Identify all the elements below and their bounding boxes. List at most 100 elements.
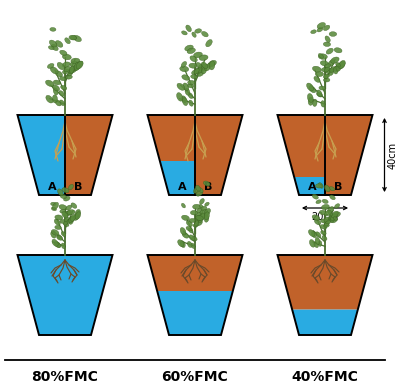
Ellipse shape [316, 184, 322, 188]
Ellipse shape [64, 222, 69, 227]
Ellipse shape [191, 75, 197, 79]
Ellipse shape [321, 231, 326, 235]
Ellipse shape [323, 42, 330, 46]
Ellipse shape [69, 69, 74, 74]
Ellipse shape [193, 223, 199, 227]
Ellipse shape [183, 83, 189, 90]
Ellipse shape [51, 207, 56, 211]
Polygon shape [160, 161, 195, 195]
Ellipse shape [192, 236, 197, 241]
Ellipse shape [329, 186, 335, 191]
Ellipse shape [320, 61, 328, 66]
Ellipse shape [71, 58, 80, 64]
Ellipse shape [336, 62, 340, 67]
Ellipse shape [182, 96, 186, 103]
Ellipse shape [51, 231, 56, 238]
Ellipse shape [189, 218, 196, 223]
Ellipse shape [58, 189, 63, 196]
Ellipse shape [55, 100, 61, 106]
Ellipse shape [70, 215, 76, 221]
Ellipse shape [318, 53, 324, 58]
Ellipse shape [62, 211, 68, 218]
Ellipse shape [188, 228, 193, 233]
Ellipse shape [69, 35, 76, 40]
Ellipse shape [331, 218, 337, 223]
Ellipse shape [194, 52, 202, 58]
Ellipse shape [177, 83, 185, 90]
Polygon shape [148, 115, 195, 161]
Ellipse shape [328, 215, 333, 221]
Ellipse shape [330, 214, 336, 219]
Ellipse shape [66, 205, 72, 210]
Ellipse shape [192, 70, 198, 74]
Ellipse shape [199, 204, 203, 209]
Ellipse shape [334, 64, 340, 72]
Ellipse shape [60, 50, 67, 55]
Ellipse shape [180, 66, 189, 72]
Polygon shape [157, 291, 233, 335]
Ellipse shape [338, 61, 345, 69]
Polygon shape [292, 309, 358, 335]
Ellipse shape [315, 71, 324, 76]
Ellipse shape [57, 236, 63, 240]
Ellipse shape [188, 93, 193, 99]
Ellipse shape [324, 78, 330, 82]
Text: A: A [308, 182, 316, 192]
Ellipse shape [52, 44, 58, 51]
Ellipse shape [322, 204, 329, 210]
Ellipse shape [309, 86, 316, 93]
Ellipse shape [55, 225, 61, 229]
Ellipse shape [68, 184, 74, 190]
Ellipse shape [182, 75, 190, 80]
Ellipse shape [60, 194, 66, 199]
Ellipse shape [308, 230, 315, 236]
Ellipse shape [203, 181, 210, 186]
Ellipse shape [177, 93, 183, 101]
Ellipse shape [198, 217, 204, 223]
Ellipse shape [72, 65, 80, 70]
Ellipse shape [71, 203, 77, 208]
Text: 40%FMC: 40%FMC [292, 370, 358, 384]
Ellipse shape [49, 40, 57, 47]
Ellipse shape [76, 61, 83, 69]
Ellipse shape [196, 62, 202, 68]
Ellipse shape [312, 194, 318, 199]
Ellipse shape [336, 63, 341, 71]
Ellipse shape [323, 25, 330, 30]
Ellipse shape [311, 30, 316, 34]
Ellipse shape [208, 60, 216, 67]
Ellipse shape [56, 41, 63, 47]
Ellipse shape [48, 46, 54, 50]
Ellipse shape [185, 88, 190, 95]
Polygon shape [325, 115, 372, 195]
Text: A: A [48, 182, 56, 192]
Ellipse shape [75, 212, 81, 219]
Ellipse shape [202, 62, 208, 69]
Ellipse shape [180, 227, 186, 235]
Ellipse shape [321, 101, 325, 107]
Ellipse shape [331, 57, 339, 63]
Ellipse shape [188, 84, 194, 88]
Ellipse shape [320, 219, 327, 223]
Ellipse shape [322, 236, 327, 240]
Ellipse shape [319, 210, 326, 215]
Ellipse shape [204, 208, 210, 216]
Ellipse shape [201, 64, 207, 71]
Ellipse shape [60, 100, 65, 106]
Ellipse shape [70, 66, 74, 73]
Ellipse shape [339, 60, 345, 69]
Ellipse shape [323, 74, 330, 78]
Ellipse shape [52, 202, 58, 209]
Ellipse shape [197, 221, 202, 225]
Ellipse shape [329, 215, 335, 221]
Text: 40cm: 40cm [388, 142, 398, 168]
Ellipse shape [62, 188, 69, 193]
Ellipse shape [69, 216, 75, 221]
Ellipse shape [54, 219, 60, 225]
Polygon shape [65, 115, 112, 195]
Ellipse shape [334, 67, 338, 74]
Ellipse shape [188, 80, 195, 85]
Text: 60%FMC: 60%FMC [162, 370, 228, 384]
Ellipse shape [64, 196, 70, 201]
Ellipse shape [70, 61, 78, 66]
